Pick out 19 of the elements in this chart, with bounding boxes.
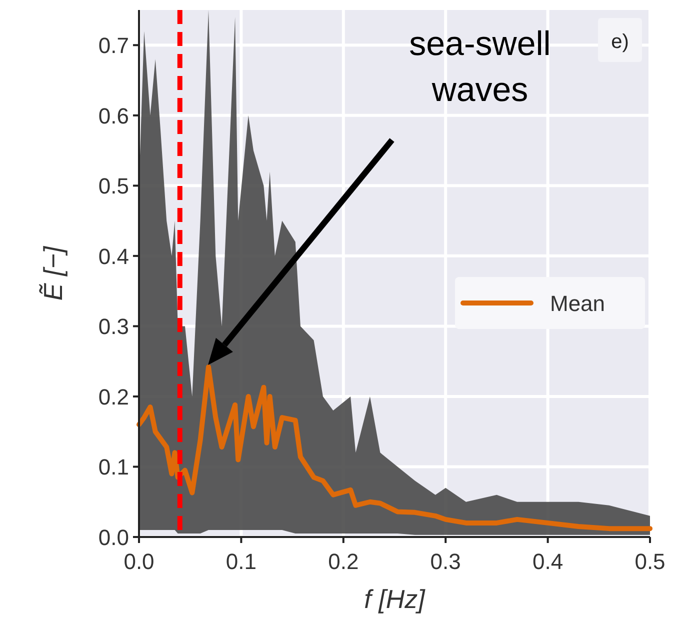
x-tick-label: 0.2	[328, 549, 359, 574]
y-tick-label: 0.7	[98, 33, 129, 58]
y-tick-label: 0.1	[98, 454, 129, 480]
x-tick-label: 0.0	[124, 549, 154, 574]
y-tick-label: 0.6	[98, 103, 129, 128]
legend-label: Mean	[550, 291, 606, 316]
y-tick-label: 0.5	[98, 174, 129, 199]
y-axis-title: Ẽ [−]	[38, 246, 68, 301]
x-tick-label: 0.1	[226, 549, 256, 574]
annotation: e)	[611, 31, 629, 53]
y-tick-label: 0.0	[98, 525, 129, 550]
annotation: sea-swell waves	[409, 25, 551, 109]
x-axis-title: f [Hz]	[364, 584, 426, 614]
y-tick-label: 0.3	[98, 314, 129, 340]
y-tick-label: 0.2	[98, 384, 129, 410]
y-tick-label: 0.4	[98, 244, 129, 269]
x-tick-label: 0.3	[430, 549, 461, 574]
x-tick-label: 0.5	[634, 549, 666, 574]
x-tick-label: 0.4	[532, 549, 564, 574]
